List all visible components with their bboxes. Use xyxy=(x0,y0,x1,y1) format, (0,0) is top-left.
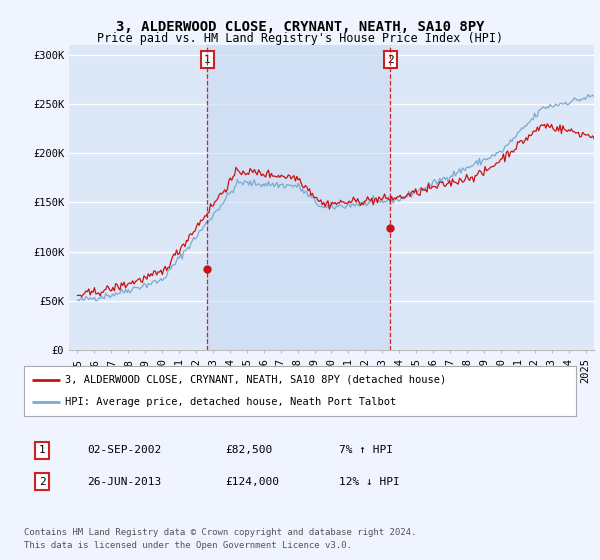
Text: HPI: Average price, detached house, Neath Port Talbot: HPI: Average price, detached house, Neat… xyxy=(65,397,397,407)
Text: Price paid vs. HM Land Registry's House Price Index (HPI): Price paid vs. HM Land Registry's House … xyxy=(97,32,503,45)
Text: 3, ALDERWOOD CLOSE, CRYNANT, NEATH, SA10 8PY (detached house): 3, ALDERWOOD CLOSE, CRYNANT, NEATH, SA10… xyxy=(65,375,446,385)
Text: 7% ↑ HPI: 7% ↑ HPI xyxy=(339,445,393,455)
Text: 12% ↓ HPI: 12% ↓ HPI xyxy=(339,477,400,487)
Text: £82,500: £82,500 xyxy=(225,445,272,455)
Text: 2: 2 xyxy=(38,477,46,487)
Bar xyxy=(208,45,391,350)
Text: 26-JUN-2013: 26-JUN-2013 xyxy=(87,477,161,487)
Text: 02-SEP-2002: 02-SEP-2002 xyxy=(87,445,161,455)
Text: 3, ALDERWOOD CLOSE, CRYNANT, NEATH, SA10 8PY: 3, ALDERWOOD CLOSE, CRYNANT, NEATH, SA10… xyxy=(116,20,484,34)
Text: 1: 1 xyxy=(204,54,211,64)
Text: 2: 2 xyxy=(387,54,394,64)
Text: This data is licensed under the Open Government Licence v3.0.: This data is licensed under the Open Gov… xyxy=(24,541,352,550)
Text: Contains HM Land Registry data © Crown copyright and database right 2024.: Contains HM Land Registry data © Crown c… xyxy=(24,528,416,536)
Text: £124,000: £124,000 xyxy=(225,477,279,487)
Text: 1: 1 xyxy=(38,445,46,455)
